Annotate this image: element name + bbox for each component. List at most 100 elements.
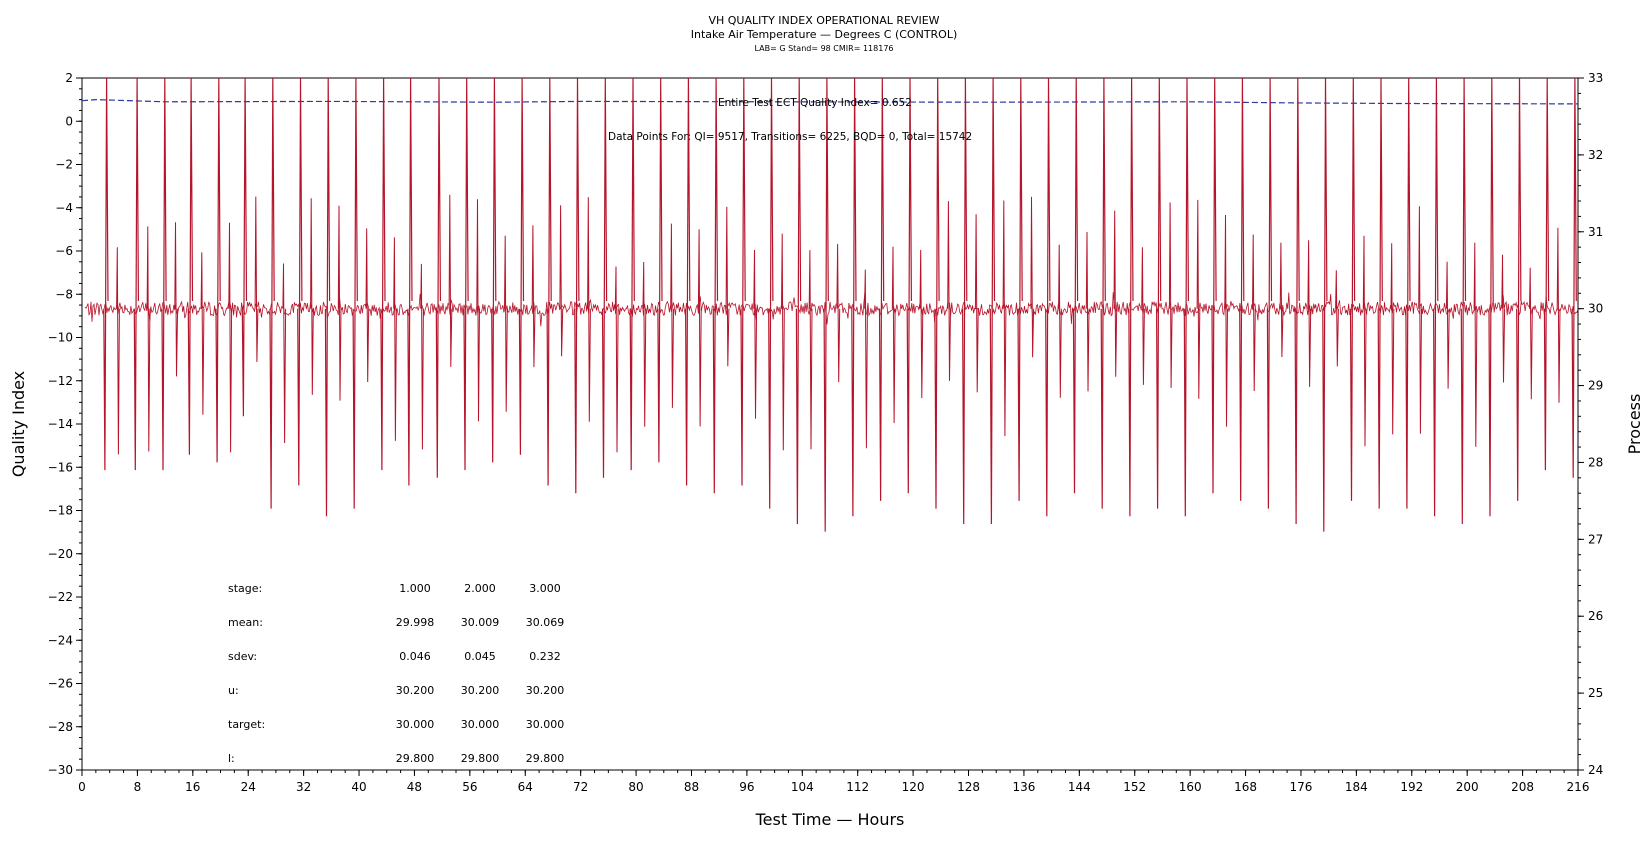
process-spike bbox=[1349, 77, 1356, 501]
x-tick-label: 32 bbox=[296, 780, 311, 794]
process-minor-spike bbox=[697, 229, 702, 427]
process-spike bbox=[823, 77, 829, 532]
process-spike bbox=[1571, 77, 1577, 478]
stats-row-label: l: bbox=[228, 752, 235, 765]
quality-index-line bbox=[81, 98, 1579, 105]
y-left-tick-label: −8 bbox=[55, 287, 73, 301]
y-left-tick-label: −22 bbox=[48, 590, 73, 604]
process-spike bbox=[989, 77, 996, 525]
stats-cell: 29.800 bbox=[461, 752, 500, 765]
process-minor-spike bbox=[1085, 231, 1090, 392]
y-right-tick-label: 32 bbox=[1588, 148, 1603, 162]
process-spike bbox=[906, 77, 912, 494]
y-left-axis-label: Quality Index bbox=[9, 371, 28, 477]
process-spike bbox=[1543, 77, 1550, 471]
process-spike bbox=[241, 77, 248, 417]
process-spike bbox=[161, 77, 167, 471]
stats-cell: 30.069 bbox=[526, 616, 565, 629]
process-trace bbox=[84, 291, 1579, 327]
x-tick-label: 112 bbox=[846, 780, 869, 794]
process-spike bbox=[463, 77, 469, 471]
y-left-tick-label: −18 bbox=[48, 504, 73, 518]
process-spike bbox=[1239, 77, 1245, 501]
process-minor-spike bbox=[808, 250, 813, 450]
process-minor-spike bbox=[146, 226, 151, 452]
process-minor-spike bbox=[337, 205, 342, 401]
process-minor-spike bbox=[254, 196, 259, 362]
process-minor-spike bbox=[1418, 206, 1422, 434]
process-spike bbox=[1045, 77, 1051, 517]
process-minor-spike bbox=[200, 252, 205, 415]
y-right-tick-label: 30 bbox=[1588, 302, 1603, 316]
stats-cell: 30.000 bbox=[396, 718, 435, 731]
y-left-tick-label: −6 bbox=[55, 244, 73, 258]
process-spike bbox=[1183, 77, 1189, 517]
process-spike bbox=[1100, 77, 1106, 509]
process-spike bbox=[1266, 77, 1273, 509]
x-tick-label: 16 bbox=[185, 780, 200, 794]
stats-row-label: u: bbox=[228, 684, 239, 697]
process-minor-spike bbox=[919, 249, 924, 399]
process-spike bbox=[133, 77, 139, 471]
process-minor-spike bbox=[864, 269, 868, 449]
x-tick-label: 64 bbox=[518, 780, 533, 794]
process-spike bbox=[1128, 77, 1134, 517]
stats-cell: 29.998 bbox=[396, 616, 435, 629]
y-left-tick-label: −24 bbox=[48, 633, 73, 647]
series-layer bbox=[81, 77, 1579, 532]
process-spike bbox=[1072, 77, 1079, 494]
process-minor-spike bbox=[448, 194, 453, 367]
y-left-tick-label: −12 bbox=[48, 374, 73, 388]
process-minor-spike bbox=[310, 198, 314, 395]
x-tick-label: 200 bbox=[1456, 780, 1479, 794]
process-minor-spike bbox=[1445, 261, 1450, 389]
process-spike bbox=[878, 77, 885, 501]
process-minor-spike bbox=[420, 263, 424, 450]
process-minor-spike bbox=[282, 263, 287, 444]
x-tick-label: 128 bbox=[957, 780, 980, 794]
process-minor-spike bbox=[1473, 242, 1478, 447]
x-tick-label: 160 bbox=[1179, 780, 1202, 794]
process-minor-spike bbox=[836, 243, 841, 383]
stats-row-label: target: bbox=[228, 718, 265, 731]
process-minor-spike bbox=[1224, 214, 1228, 427]
x-tick-label: 24 bbox=[241, 780, 256, 794]
x-axis-ticks: 0 8 16 24 32 40 48 56 64 72 80 88 96 104 112 120 128 136 1… bbox=[78, 770, 1589, 794]
process-minor-spike bbox=[365, 228, 370, 383]
process-minor-spike bbox=[1335, 270, 1339, 367]
y-right-tick-label: 33 bbox=[1588, 71, 1603, 85]
stats-cell: 29.800 bbox=[396, 752, 435, 765]
y-left-tick-label: −28 bbox=[48, 720, 73, 734]
process-minor-spike bbox=[1556, 227, 1561, 403]
x-tick-label: 48 bbox=[407, 780, 422, 794]
process-spike bbox=[1322, 77, 1328, 532]
stats-cell: 0.232 bbox=[529, 650, 561, 663]
process-minor-spike bbox=[1196, 199, 1201, 399]
process-spike bbox=[518, 77, 525, 455]
x-tick-label: 216 bbox=[1567, 780, 1590, 794]
stats-cell: 30.000 bbox=[526, 718, 565, 731]
process-minor-spike bbox=[614, 266, 619, 453]
x-tick-label: 192 bbox=[1400, 780, 1423, 794]
y-left-axis-ticks: 2 0 −2 −4 −6 −8 −10 −12 −14 −16 −18 −20 −22 −24 −26 −28… bbox=[48, 71, 82, 777]
process-spike bbox=[629, 77, 635, 471]
stats-cell: 2.000 bbox=[464, 582, 496, 595]
process-minor-spike bbox=[781, 233, 785, 451]
process-spike bbox=[601, 77, 608, 478]
x-tick-label: 104 bbox=[791, 780, 814, 794]
process-minor-spike bbox=[228, 222, 233, 453]
x-tick-label: 120 bbox=[902, 780, 925, 794]
y-right-tick-label: 24 bbox=[1588, 763, 1603, 777]
process-spike bbox=[435, 77, 441, 478]
process-spike bbox=[187, 77, 194, 455]
stats-cell: 0.046 bbox=[399, 650, 431, 663]
process-spike bbox=[1156, 77, 1162, 509]
process-spike bbox=[768, 77, 774, 509]
y-right-tick-label: 28 bbox=[1588, 455, 1603, 469]
process-minor-spike bbox=[670, 223, 674, 408]
x-tick-label: 8 bbox=[134, 780, 142, 794]
x-tick-label: 168 bbox=[1234, 780, 1257, 794]
x-tick-label: 152 bbox=[1123, 780, 1146, 794]
y-right-tick-label: 26 bbox=[1588, 609, 1603, 623]
chart-subtitle-lab: LAB= G Stand= 98 CMIR= 118176 bbox=[754, 44, 893, 53]
